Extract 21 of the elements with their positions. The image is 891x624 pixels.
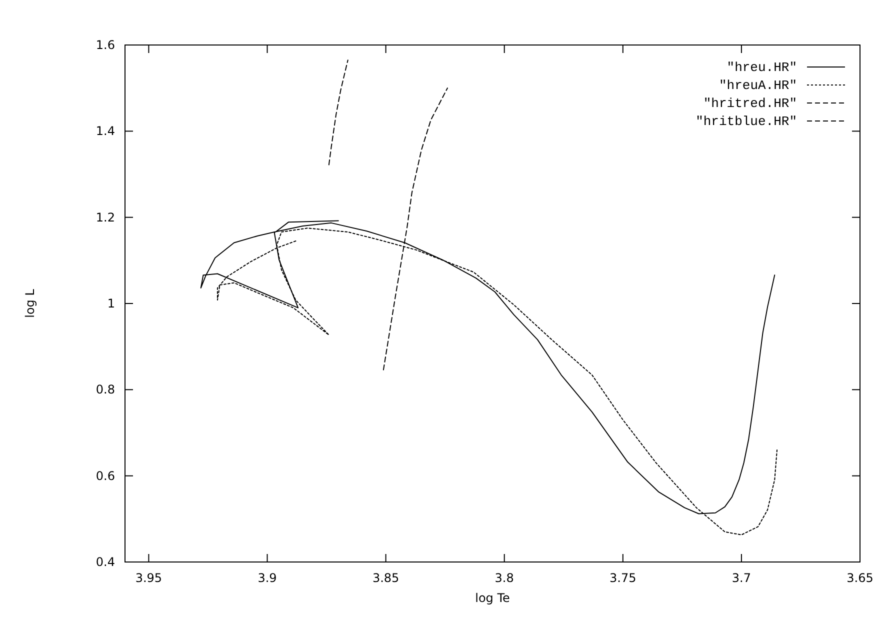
x-tick-label: 3.9 xyxy=(258,571,277,585)
line-series xyxy=(328,60,348,166)
legend-label: "hritred.HR" xyxy=(703,96,797,111)
y-tick-label: 0.6 xyxy=(96,468,115,483)
x-tick-label: 3.7 xyxy=(732,571,751,585)
y-axis-title: log L xyxy=(23,288,37,318)
legend-label: "hreu.HR" xyxy=(726,60,797,75)
x-tick-label: 3.75 xyxy=(610,571,636,585)
y-tick-label: 1.2 xyxy=(96,210,115,224)
x-tick-label: 3.65 xyxy=(846,571,874,585)
legend-label: "hritblue.HR" xyxy=(696,114,797,129)
y-tick-label: 1.4 xyxy=(96,124,115,138)
x-tick-label: 3.8 xyxy=(494,571,514,585)
y-tick-label: 0.4 xyxy=(96,555,115,569)
x-tick-label: 3.95 xyxy=(135,571,162,585)
x-axis-title: log Te xyxy=(475,591,510,605)
x-tick-label: 3.85 xyxy=(372,571,400,585)
y-tick-label: 1 xyxy=(107,296,115,310)
y-tick-label: 0.8 xyxy=(96,382,115,397)
y-tick-label: 1.6 xyxy=(96,38,115,52)
legend-label: "hreuA.HR" xyxy=(718,78,797,93)
